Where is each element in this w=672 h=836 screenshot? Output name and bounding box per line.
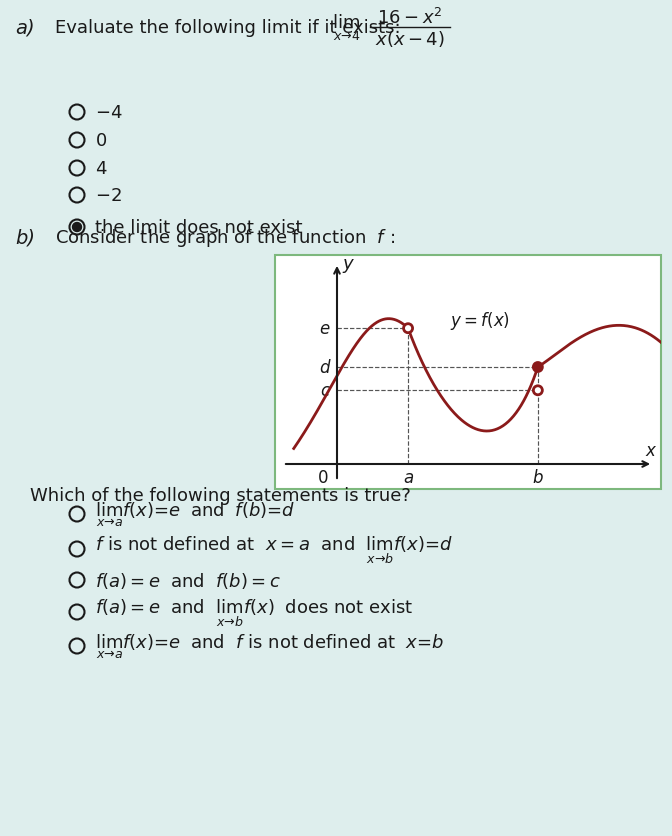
Text: $\lim_{x\to a} f(x) = e\;$ and $\;f(b) = d$: $\lim_{x\to a} f(x) = e\;$ and $\;f(b) =… bbox=[95, 500, 295, 528]
Circle shape bbox=[73, 223, 81, 232]
Text: $f(a) = e\;$ and  $\lim_{x\to b} f(x)\;$ does not exist: $f(a) = e\;$ and $\lim_{x\to b} f(x)\;$ … bbox=[95, 597, 413, 628]
Text: $x$: $x$ bbox=[645, 441, 657, 460]
Text: $b$: $b$ bbox=[532, 468, 544, 487]
Text: $e$: $e$ bbox=[319, 320, 331, 338]
Text: Consider the graph of the function  $f$ :: Consider the graph of the function $f$ : bbox=[55, 227, 395, 248]
Text: $0$: $0$ bbox=[317, 468, 329, 487]
Text: $-4$: $-4$ bbox=[95, 104, 122, 122]
Text: $0$: $0$ bbox=[95, 132, 107, 150]
Text: $x(x-4)$: $x(x-4)$ bbox=[375, 29, 445, 49]
Circle shape bbox=[534, 386, 542, 395]
Text: $c$: $c$ bbox=[320, 382, 331, 400]
Text: a): a) bbox=[15, 18, 35, 38]
Circle shape bbox=[534, 363, 542, 372]
Text: $f$ is not defined at  $x = a$  and  $\lim_{x\to b} f(x) = d$: $f$ is not defined at $x = a$ and $\lim_… bbox=[95, 533, 453, 565]
Text: $d$: $d$ bbox=[319, 359, 331, 376]
Text: $-2$: $-2$ bbox=[95, 186, 122, 205]
Text: Evaluate the following limit if it exists:: Evaluate the following limit if it exist… bbox=[55, 19, 401, 37]
Text: b): b) bbox=[15, 228, 35, 247]
Text: $16 - x^2$: $16 - x^2$ bbox=[378, 8, 443, 28]
Text: $4$: $4$ bbox=[95, 160, 108, 178]
Text: $a$: $a$ bbox=[403, 468, 414, 487]
Text: $y$: $y$ bbox=[342, 257, 355, 275]
Text: $y = f(x)$: $y = f(x)$ bbox=[450, 310, 510, 332]
Text: $f(a) = e\;$ and  $f(b) = c$: $f(a) = e\;$ and $f(b) = c$ bbox=[95, 570, 281, 590]
Text: $\lim_{x\to 4}$: $\lim_{x\to 4}$ bbox=[332, 13, 360, 43]
Text: the limit does not exist: the limit does not exist bbox=[95, 219, 302, 237]
Text: Which of the following statements is true?: Which of the following statements is tru… bbox=[30, 487, 411, 504]
Bar bbox=[275, 256, 661, 489]
Circle shape bbox=[404, 324, 413, 334]
Text: $\lim_{x\to a} f(x) = e\;$ and  $f$ is not defined at  $x = b$: $\lim_{x\to a} f(x) = e\;$ and $f$ is no… bbox=[95, 632, 444, 660]
